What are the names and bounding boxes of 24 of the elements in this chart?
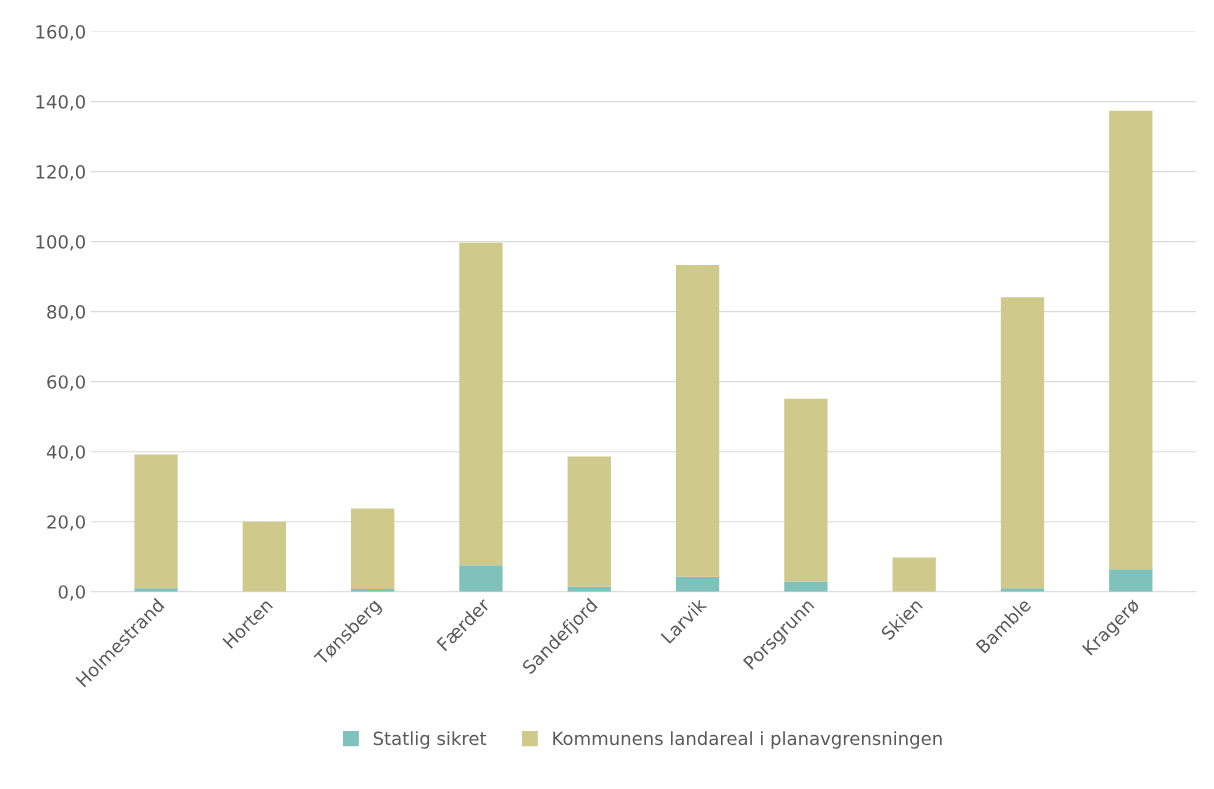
bar bbox=[784, 581, 828, 592]
legend-label: Kommunens landareal i planavgrensningen bbox=[553, 731, 942, 749]
bar bbox=[1000, 297, 1045, 589]
y-tick-label: 40,0 bbox=[46, 445, 85, 461]
y-tick-label: 140,0 bbox=[36, 95, 85, 111]
y-tick-label: 120,0 bbox=[36, 165, 85, 181]
bar bbox=[784, 398, 828, 582]
bar bbox=[459, 565, 503, 592]
bar bbox=[892, 557, 936, 592]
bar bbox=[459, 242, 503, 566]
bar bbox=[242, 521, 286, 592]
bar bbox=[350, 508, 395, 589]
bar bbox=[1109, 569, 1153, 592]
bar bbox=[134, 454, 178, 589]
bar bbox=[675, 576, 720, 592]
legend-label: Statlig sikret bbox=[373, 731, 487, 749]
bar bbox=[675, 265, 720, 577]
y-tick-label: 60,0 bbox=[47, 375, 85, 391]
bar bbox=[567, 456, 611, 587]
y-tick-label: 80,0 bbox=[47, 305, 85, 321]
y-tick-label: 100,0 bbox=[36, 235, 85, 251]
y-tick-label: 160,0 bbox=[36, 25, 85, 41]
bar bbox=[1109, 110, 1153, 570]
y-tick-label: 20,0 bbox=[47, 515, 85, 531]
